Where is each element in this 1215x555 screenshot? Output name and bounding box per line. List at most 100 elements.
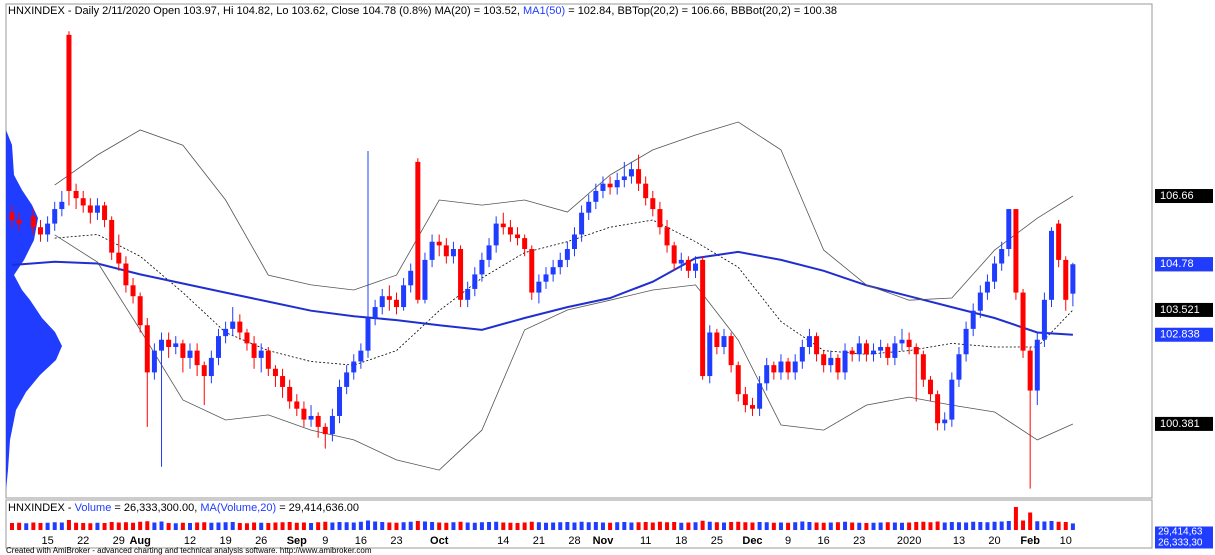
volume-bar [978,522,983,530]
volume-bar [778,522,783,530]
candle-body [486,245,492,260]
volume-bar [380,522,385,530]
volume-bar [479,522,484,530]
volume-bar [643,522,648,530]
candle-body [130,285,136,297]
x-tick-label: Oct [430,535,449,547]
volume-bar [159,521,164,530]
volume-bar [31,522,36,530]
volume-bar [437,522,442,530]
candle-body [792,361,798,373]
volume-bar [52,522,57,530]
volume-bar [793,522,798,530]
candle-body [429,241,435,260]
candle-body [230,321,236,329]
x-tick-label: Dec [742,535,762,547]
candle-body [949,379,955,420]
volume-bar [123,522,128,530]
candle-body [536,281,542,293]
candle-body [657,209,663,228]
candle-body [251,343,257,358]
price-marker-box [1155,327,1213,342]
x-tick-label: 12 [184,535,196,547]
candle-body [45,223,51,235]
candle-body [671,245,677,264]
volume-bar [544,522,548,530]
volume-bar [188,523,192,530]
candle-body [137,296,143,326]
volume-bar [1006,521,1011,530]
indicator-line [11,250,1073,336]
volume-panel [5,499,1153,549]
candle-body [436,241,442,246]
candle-body [906,339,912,348]
candle-body [1041,299,1047,340]
candle-body [458,249,464,300]
volume-bar [494,521,499,530]
candle-body [30,216,36,228]
candle-body [294,401,300,409]
candle-body [678,259,684,264]
volume-bar [942,522,947,530]
volume-bar [657,521,662,530]
volume-ma-name: MA(Volume,20) [200,502,276,514]
candle-body [920,354,926,380]
volume-bar [344,522,349,530]
volume-bar [558,522,563,530]
candle-body [771,365,777,373]
candle-body [52,209,58,224]
volume-bar [871,522,876,530]
candle-body [472,274,478,289]
candle-body [685,259,691,271]
volume-bar [74,522,79,530]
volume-bar [1028,512,1033,530]
volume-bar [81,523,86,530]
candle-body [849,350,855,355]
volume-bar [707,521,712,530]
volume-bar [665,522,670,530]
candle-body [308,415,314,420]
candle-body [607,183,613,188]
candle-body [935,394,941,424]
volume-bar [273,522,278,530]
candle-body [450,249,456,257]
x-tick-label: 26 [255,535,267,547]
volume-bar [608,522,613,530]
volume-bar [693,522,698,530]
price-panel [5,3,1153,499]
candle-body [956,354,962,380]
candle-body [37,227,43,235]
volume-bar [422,521,427,530]
volume-bar [259,522,264,530]
volume-bar [878,522,883,530]
candle-body [621,176,627,181]
candle-body [600,183,606,191]
volume-bar [1021,520,1026,530]
volume-bar [857,522,862,530]
volume-bar [351,522,356,530]
candle-body [963,328,969,355]
candle-body [714,332,720,348]
candle-body [728,336,734,366]
volume-name: Volume [75,502,112,514]
x-tick-label: 9 [785,535,791,547]
indicator-line [54,234,1074,471]
volume-bar [38,523,43,530]
candle-body [1020,292,1026,351]
candle-body [1056,223,1062,260]
candle-body [1027,350,1033,391]
candle-body [151,350,157,373]
chart-title: HNXINDEX - Daily 2/11/2020 Open 103.97, … [8,5,837,17]
x-tick-label: 2020 [897,535,921,547]
candle-body [700,259,706,377]
volume-bar [843,521,848,530]
price-marker-label: 100.381 [1160,418,1200,430]
candle-body [764,365,770,384]
volume-bar [195,522,200,530]
volume-bar [216,522,221,530]
candle-body [287,386,293,402]
volume-bar [373,521,378,530]
candle-body [507,227,513,235]
candle-body [899,339,905,344]
